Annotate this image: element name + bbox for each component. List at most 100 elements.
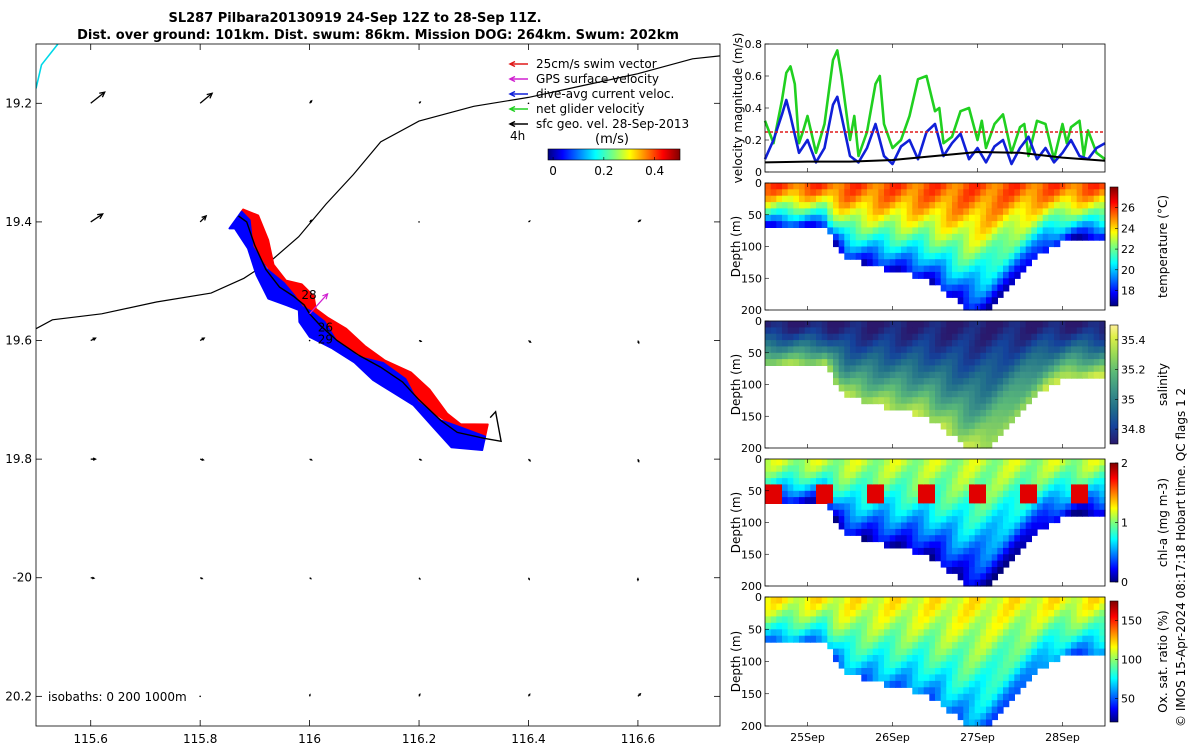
panel2-ctick-label-0: 34.8 [1121, 423, 1146, 436]
geo-vector-32 [309, 695, 310, 697]
geo-vector-3 [419, 102, 420, 103]
map-xtick-label-0: 115.6 [74, 732, 108, 746]
geo-vector-2 [310, 101, 312, 103]
panel1-ytick-label-3: 150 [741, 272, 762, 285]
geo-vector-31 [199, 696, 201, 698]
legend-symbol-1 [510, 77, 528, 82]
legend-symbol-2 [510, 92, 528, 97]
panel4-ylabel: Depth (m) [729, 631, 743, 692]
panel0-ylabel: velocity magnitude (m/s) [731, 33, 745, 184]
map-ytick-label-4: -20 [12, 571, 32, 585]
panel1-ctick-label-4: 26 [1121, 202, 1135, 215]
panel4-ytick-label-1: 50 [748, 623, 762, 636]
panel1-ytick-label-2: 100 [741, 241, 762, 254]
panel4-ytick-label-3: 150 [741, 688, 762, 701]
map-ytick-label-5: 20.2 [5, 689, 32, 703]
section-cells-4 [765, 597, 1106, 727]
panel3-ytick-label-2: 100 [741, 517, 762, 530]
time-tick-label-1: 26Sep [875, 731, 910, 744]
legend-label-0: 25cm/s swim vector [536, 57, 657, 71]
map-colorbar-tick-1: 0.2 [594, 164, 613, 178]
map-isobath-label: isobaths: 0 200 1000m [48, 690, 187, 704]
panel2-ytick-label-0: 0 [755, 315, 762, 328]
panel2-ctick-label-1: 35 [1121, 393, 1135, 406]
panel2-clabel: salinity [1156, 363, 1170, 406]
panel3-ytick-label-1: 50 [748, 485, 762, 498]
panel2-ctick-label-3: 35.4 [1121, 334, 1146, 347]
geo-vector-16 [528, 341, 530, 343]
panel0-ytick-label-1: 0.2 [745, 134, 763, 147]
map-ytick-label-3: 19.8 [5, 452, 32, 466]
panel0-ytick-label-3: 0.6 [745, 70, 763, 83]
geo-vector-18 [91, 458, 96, 460]
legend-label-2: dive-avg current veloc. [536, 87, 674, 101]
panel1-ctick-label-2: 22 [1121, 243, 1135, 256]
geo-vector-26 [310, 578, 311, 579]
geo-vector-17 [638, 341, 639, 343]
map-xtick-label-1: 115.8 [183, 732, 217, 746]
geo-vector-6 [91, 214, 103, 222]
geo-vector-21 [419, 459, 421, 460]
panel0-ytick-label-4: 0.8 [745, 38, 763, 51]
map-colorbar-tick-2: 0.4 [645, 164, 664, 178]
geo-vector-9 [418, 221, 420, 223]
geo-vector-8 [310, 220, 312, 222]
panel2-ytick-label-2: 100 [741, 379, 762, 392]
panel3-ctick-label-0: 0 [1121, 576, 1128, 589]
legend-symbol-3 [510, 107, 528, 112]
panel2-ytick-label-1: 50 [748, 347, 762, 360]
map-ytick-label-2: 19.6 [5, 334, 32, 348]
panel0-ytick-label-2: 0.4 [745, 102, 763, 115]
map-colorbar-bar [548, 149, 680, 160]
credit-text: © IMOS 15-Apr-2024 08:17:18 Hobart time.… [1174, 388, 1188, 727]
panel3-ctick-label-1: 1 [1121, 517, 1128, 530]
time-tick-label-2: 27Sep [960, 731, 995, 744]
geo-vector-22 [528, 459, 530, 461]
panel3-ytick-label-3: 150 [741, 548, 762, 561]
panel2-ytick-label-3: 150 [741, 410, 762, 423]
geo-vector-34 [528, 694, 529, 696]
legend-label-3: net glider velocity [536, 102, 644, 116]
legend-symbol-4 [510, 122, 528, 127]
geo-vector-35 [638, 694, 640, 696]
map-ytick-label-1: 19.4 [5, 215, 32, 229]
geo-vector-33 [419, 694, 420, 696]
geo-vector-24 [91, 577, 94, 579]
legend-symbol-0 [510, 62, 528, 67]
geo-vector-23 [638, 459, 639, 461]
geo-vector-11 [638, 220, 640, 222]
legend-label-4: sfc geo. vel. 28-Sep-2013 [536, 117, 689, 131]
geo-vector-19 [200, 459, 203, 461]
track-label-2: 29 [318, 332, 333, 346]
panel4-ctick-label-1: 100 [1121, 654, 1142, 667]
geo-vector-20 [310, 459, 312, 460]
section-cells-2 [765, 321, 1106, 449]
track-label-0: 28 [301, 288, 316, 302]
figure-title-line2: Dist. over ground: 101km. Dist. swum: 86… [77, 28, 679, 43]
geo-vector-10 [528, 221, 529, 222]
panel4-clabel: Ox. sat. ratio (%) [1156, 610, 1170, 712]
geo-vector-13 [200, 338, 204, 340]
geo-vector-29 [637, 578, 638, 580]
panel3-ytick-label-0: 0 [755, 453, 762, 466]
geo-vector-28 [528, 578, 529, 580]
panel2-ylabel: Depth (m) [729, 354, 743, 415]
geo-vector-25 [200, 578, 202, 579]
geo-vector-12 [91, 338, 96, 340]
panel1-ytick-label-0: 0 [755, 177, 762, 190]
panel1-ctick-label-0: 18 [1121, 284, 1135, 297]
geo-vector-0 [91, 92, 105, 103]
map-xtick-label-4: 116.4 [511, 732, 545, 746]
panel4-colorbar [1110, 601, 1118, 722]
panel1-ctick-label-1: 20 [1121, 264, 1135, 277]
